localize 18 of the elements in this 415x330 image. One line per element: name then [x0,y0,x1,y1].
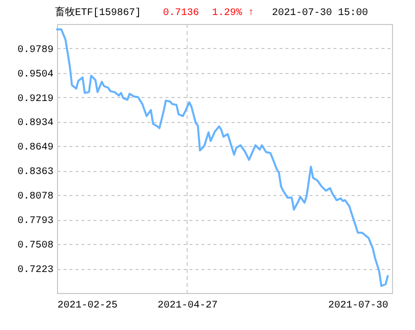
x-tick-label: 2021-07-30 [328,300,388,312]
y-tick-label: 0.8934 [17,118,54,130]
x-tick-label: 2021-02-25 [58,300,118,312]
y-tick-label: 0.7223 [17,265,54,276]
y-tick-label: 0.8649 [17,142,54,154]
y-tick-label: 0.9789 [17,44,54,56]
y-tick-label: 0.8078 [17,192,54,203]
y-tick-label: 0.7793 [17,216,54,228]
y-tick-label: 0.7508 [17,240,54,252]
line-series [56,28,389,287]
text: 2021-07-30 15:00 [272,8,368,19]
text: 1.29% ↑ [212,8,254,19]
chart-title: 畜牧ETF[159867] [55,6,142,19]
text: 0.7136 [163,8,200,19]
y-tick-label: 0.8363 [17,167,54,178]
x-tick-label: 2021-04-27 [158,300,218,312]
y-tick-label: 0.9219 [17,94,54,105]
y-tick-label: 0.9504 [17,69,54,80]
